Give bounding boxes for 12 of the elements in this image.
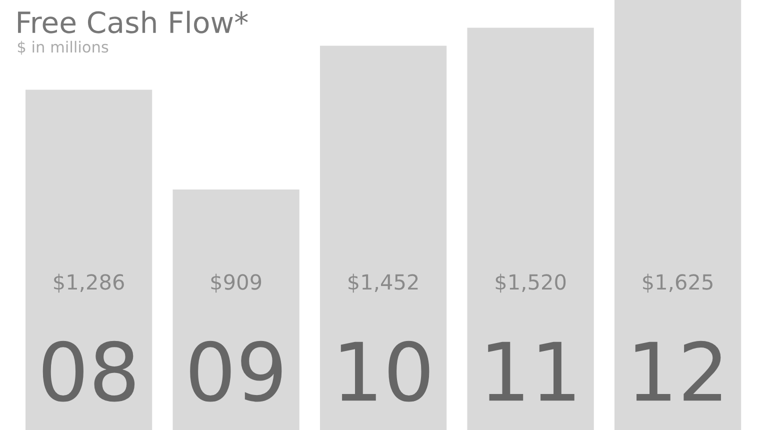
text: $ in millions [18,40,108,55]
x-tick-label: 08 [42,340,135,402]
data-label: $1,286 [54,274,124,293]
chart-title: Free Cash Flow* [18,10,248,34]
data-label: $1,625 [643,274,712,293]
x-tick-label: 10 [340,340,430,402]
x-tick-label: 12 [635,340,721,401]
data-label: $1,520 [496,274,566,293]
data-label: $909 [211,274,262,293]
x-tick-label: 11 [488,342,574,401]
x-tick-label: 09 [190,340,282,402]
data-label: $1,452 [348,274,418,293]
